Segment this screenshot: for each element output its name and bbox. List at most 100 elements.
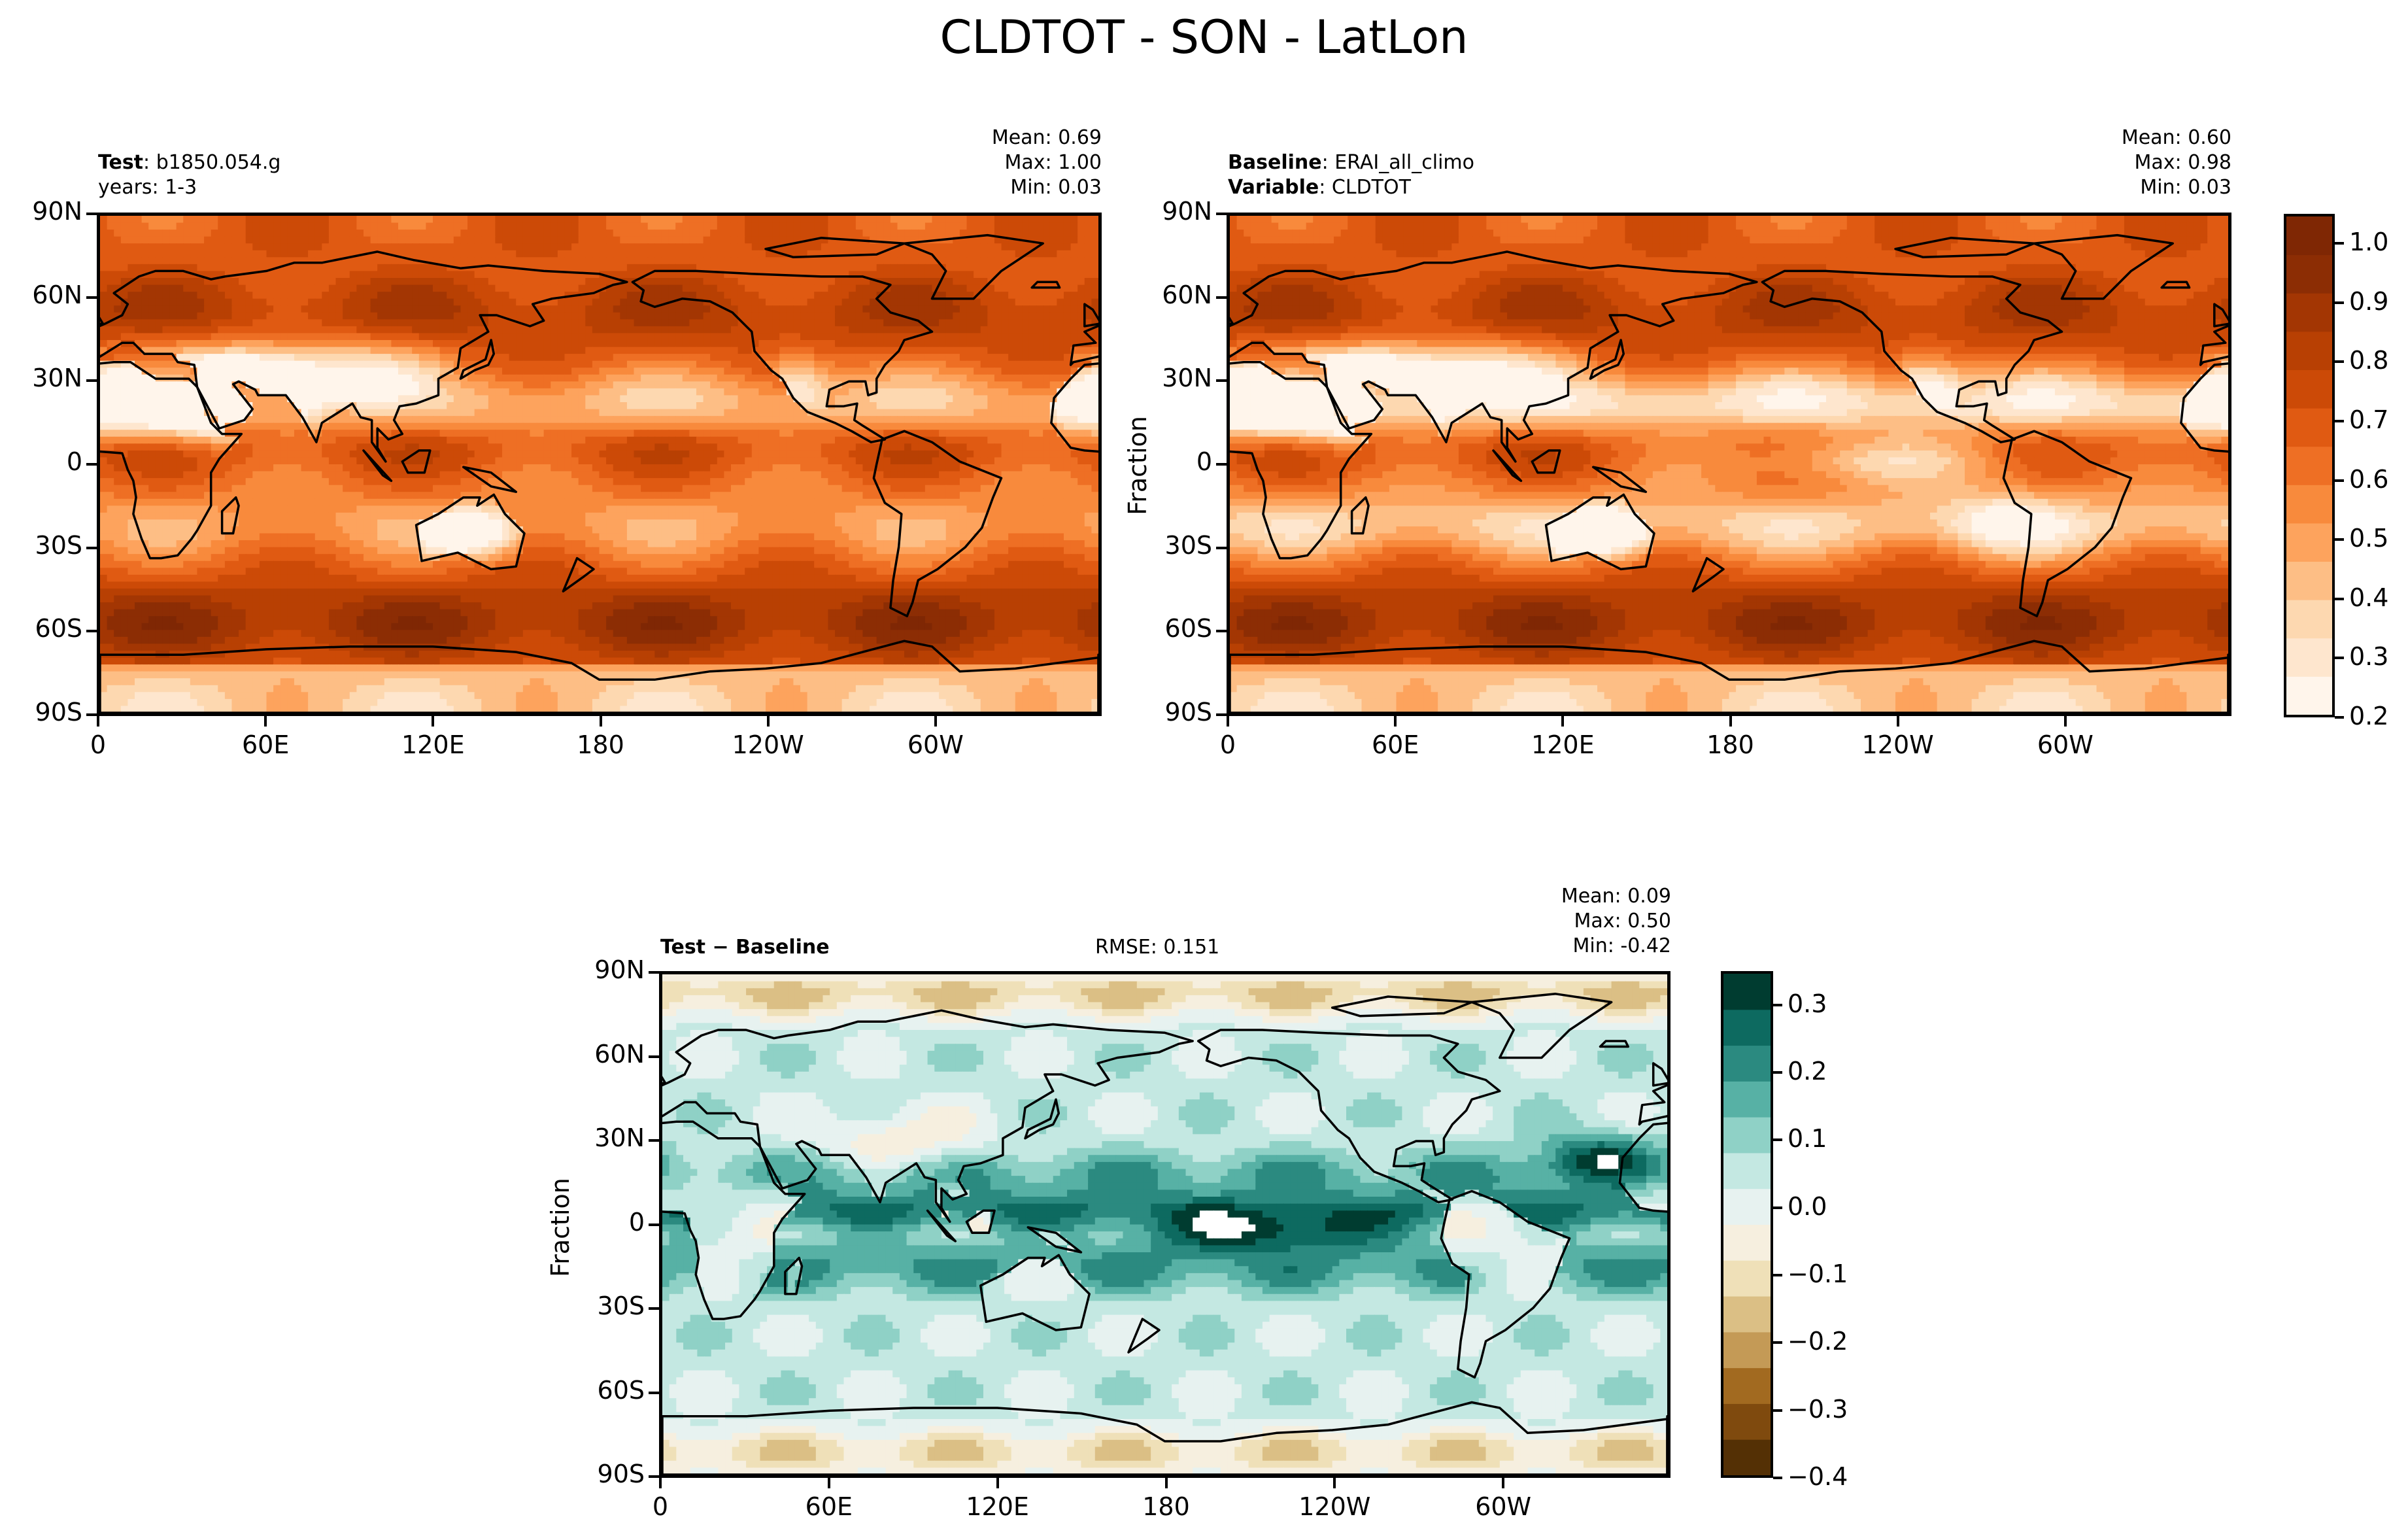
diff-colorbar-tick-label: 0.0	[1788, 1192, 1827, 1221]
diff-lon-tick-label: 180	[1101, 1492, 1232, 1521]
coastline-new-zealand	[1127, 1318, 1161, 1354]
baseline-label: Baseline	[1228, 151, 1322, 174]
baseline-lon-tick-label: 60E	[1330, 730, 1461, 759]
baseline-case-name: ERAI_all_climo	[1334, 151, 1474, 174]
diff-colorbar-level	[1723, 1152, 1771, 1189]
diff-lon-tickmark	[996, 1478, 999, 1488]
test-years: years: 1-3	[98, 175, 280, 200]
baseline-colorbar-tickmark	[2335, 420, 2344, 423]
test-lat-tick-label: 30N	[0, 364, 82, 392]
coastline-uk	[2213, 303, 2228, 328]
coastline-africa	[662, 1120, 806, 1320]
test-min: Min: 0.03	[992, 175, 1102, 200]
baseline-lon-tick-label: 180	[1665, 730, 1796, 759]
baseline-colorbar-tick-label: 0.3	[2349, 642, 2388, 671]
baseline-min: Min: 0.03	[2122, 175, 2231, 200]
diff-lon-tickmark	[1333, 1478, 1336, 1488]
diff-lat-tick-label: 30S	[560, 1292, 645, 1320]
diff-lon-tick-label: 60W	[1438, 1492, 1569, 1521]
diff-lon-tickmark	[827, 1478, 830, 1488]
coastline-eurasia	[100, 250, 628, 463]
test-lon-tick-label: 60E	[200, 730, 331, 759]
baseline-lat-tickmark	[1216, 379, 1227, 383]
test-lon-tick-label: 180	[535, 730, 666, 759]
coastline-sumatra	[1492, 449, 1523, 483]
diff-colorbar-level	[1723, 1296, 1771, 1333]
diff-max: Max: 0.50	[1561, 909, 1671, 934]
test-panel-header: Test: b1850.054.g years: 1-3	[98, 150, 280, 200]
diff-colorbar-tickmark	[1773, 1071, 1782, 1074]
baseline-colorbar-tick-label: 0.5	[2349, 524, 2388, 553]
baseline-max: Max: 0.98	[2122, 150, 2231, 175]
test-lat-tickmark	[86, 713, 97, 716]
baseline-lat-tickmark	[1216, 296, 1227, 299]
coastline-north-america	[631, 269, 934, 443]
test-lat-tick-label: 60N	[0, 281, 82, 309]
coastline-arctic-islands	[1894, 237, 2035, 259]
coastline-south-america	[1440, 1189, 1571, 1379]
baseline-lat-tick-label: 90S	[1127, 698, 1212, 727]
diff-colorbar-tickmark	[1773, 1341, 1782, 1344]
diff-colorbar-tick-label: 0.3	[1788, 989, 1827, 1018]
baseline-lat-tickmark	[1216, 463, 1227, 466]
baseline-colorbar-swatches	[2286, 216, 2332, 715]
baseline-colorbar-level	[2286, 369, 2332, 409]
coastline-japan	[1589, 339, 1625, 380]
test-lon-tickmark	[97, 716, 99, 727]
baseline-colorbar-tick-label: 0.8	[2349, 346, 2388, 375]
baseline-colorbar-tickmark	[2335, 657, 2344, 660]
diff-colorbar-level	[1723, 1260, 1771, 1297]
diff-colorbar-level	[1723, 974, 1771, 1010]
test-lon-tick-label: 60W	[870, 730, 1001, 759]
coastline-new-guinea	[462, 466, 518, 493]
test-lon-tickmark	[766, 716, 770, 727]
diff-colorbar-level	[1723, 1188, 1771, 1225]
diff-colorbar-level	[1723, 1331, 1771, 1369]
coastline-africa	[1230, 361, 1373, 560]
diff-colorbar-tickmark	[1773, 1206, 1782, 1209]
coastline-sumatra	[362, 449, 393, 483]
diff-lon-tick-label: 120E	[932, 1492, 1063, 1521]
coastlines	[662, 993, 1667, 1475]
diff-lat-tickmark	[649, 1475, 659, 1478]
coastline-arctic-islands	[764, 237, 906, 259]
baseline-colorbar-tickmark	[2335, 538, 2344, 541]
baseline-mean: Mean: 0.60	[2122, 126, 2231, 150]
baseline-lon-tick-label: 120W	[1833, 730, 1963, 759]
coastline-north-america	[1761, 269, 2063, 443]
baseline-colorbar-tick-label: 1.0	[2349, 228, 2388, 256]
baseline-colorbar-tick-label: 0.7	[2349, 405, 2388, 434]
diff-colorbar-level	[1723, 1009, 1771, 1046]
coastline-greenland	[1470, 993, 1613, 1059]
test-lat-tickmark	[86, 546, 97, 549]
test-lat-tickmark	[86, 630, 97, 633]
coastline-greenland	[2033, 233, 2174, 300]
coastline-japan	[459, 339, 496, 380]
coastline-australia	[415, 493, 526, 571]
baseline-colorbar-level	[2286, 254, 2332, 294]
test-label: Test	[98, 151, 143, 174]
coastline-uk	[1083, 303, 1098, 328]
diff-colorbar-level	[1723, 1045, 1771, 1082]
baseline-lat-tick-label: 0	[1127, 447, 1212, 476]
baseline-lon-tickmark	[1729, 716, 1732, 727]
variable-name: CLDTOT	[1332, 176, 1411, 199]
test-stats: Mean: 0.69 Max: 1.00 Min: 0.03	[992, 126, 1102, 200]
diff-colorbar	[1721, 971, 1773, 1478]
coastline-antarctica	[100, 640, 1098, 713]
baseline-lat-tick-label: 30N	[1127, 364, 1212, 392]
baseline-colorbar-level	[2286, 561, 2332, 600]
diff-lat-tickmark	[649, 1223, 659, 1226]
coastline-arctic-islands	[1331, 995, 1473, 1018]
baseline-stats: Mean: 0.60 Max: 0.98 Min: 0.03	[2122, 126, 2231, 200]
test-max: Max: 1.00	[992, 150, 1102, 175]
map-cells	[662, 974, 1667, 1475]
diff-colorbar-tick-label: 0.2	[1788, 1057, 1827, 1086]
variable-label-sep: :	[1319, 176, 1325, 199]
baseline-map	[1227, 213, 2231, 716]
test-mean: Mean: 0.69	[992, 126, 1102, 150]
diff-stats: Mean: 0.09 Max: 0.50 Min: -0.42	[1561, 884, 1671, 959]
test-lat-tick-label: 0	[0, 447, 82, 476]
baseline-lon-tick-label: 0	[1162, 730, 1293, 759]
test-label-sep: :	[143, 151, 150, 174]
